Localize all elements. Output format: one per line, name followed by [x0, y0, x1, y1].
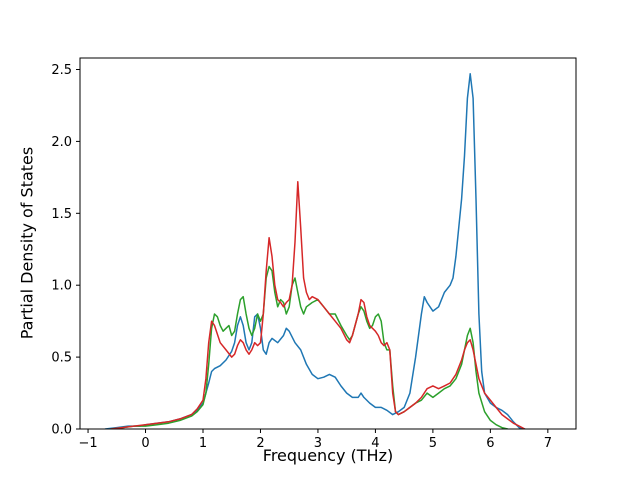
x-tick-label: 2: [256, 436, 264, 451]
x-tick-label: 0: [141, 436, 149, 451]
y-tick-label: 1.5: [51, 207, 72, 222]
y-tick-label: 0.5: [51, 351, 72, 366]
series-red: [110, 180, 526, 429]
y-tick-label: 2.0: [51, 135, 72, 150]
x-tick-label: 7: [544, 436, 552, 451]
x-tick-label: 3: [314, 436, 322, 451]
y-tick-label: 2.5: [51, 63, 72, 78]
x-tick-label: 5: [429, 436, 437, 451]
x-axis-label: Frequency (THz): [262, 446, 394, 465]
x-tick-label: 4: [371, 436, 379, 451]
x-tick-label: −1: [78, 436, 97, 451]
y-tick-label: 0.0: [51, 423, 72, 438]
y-axis-label: Partial Density of States: [17, 146, 37, 340]
series-blue: [104, 73, 526, 429]
series-green: [110, 265, 509, 429]
y-tick-label: 1.0: [51, 279, 72, 294]
x-tick-label: 1: [199, 436, 207, 451]
x-tick-label: 6: [486, 436, 494, 451]
plot-border: [79, 57, 577, 430]
